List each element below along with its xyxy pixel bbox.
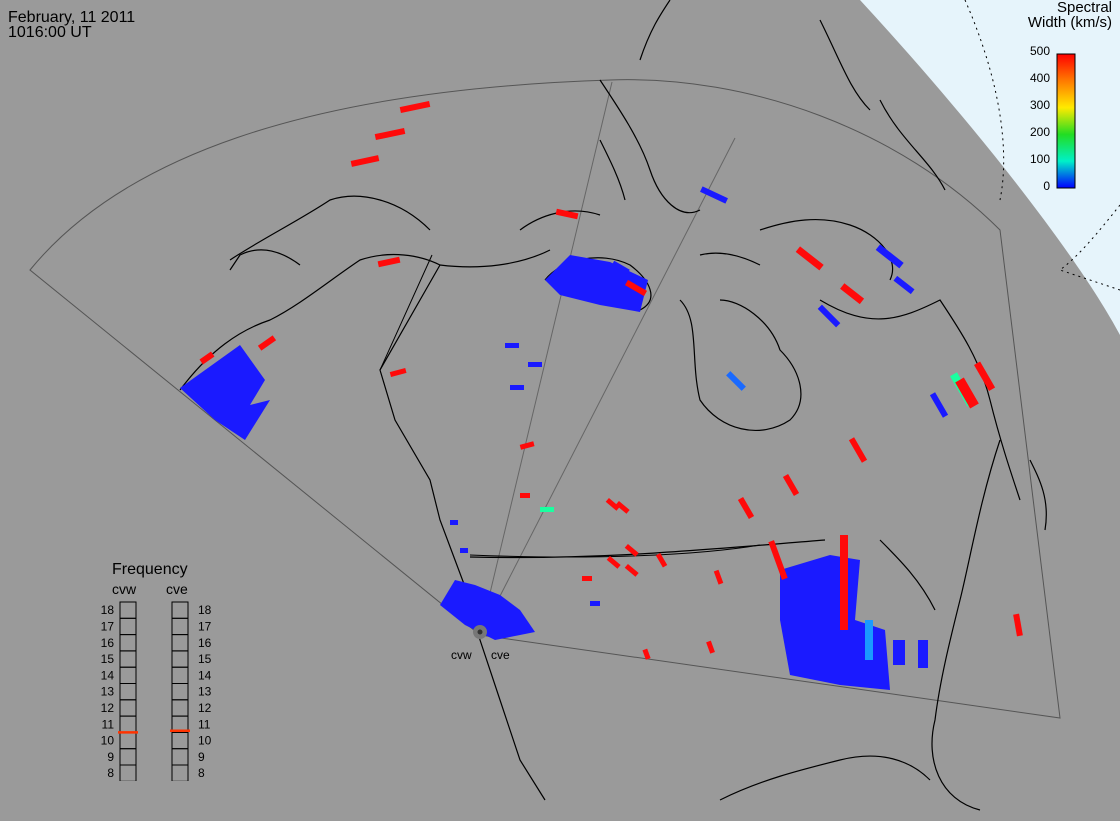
colorbar-title: Spectral Width (km/s) (1028, 0, 1112, 30)
backscatter-scattered (350, 100, 1023, 660)
frequency-scale-label: 9 (198, 750, 205, 764)
frequency-cell-cvw (119, 601, 137, 619)
political-borders (379, 254, 761, 558)
frequency-scale-label: 15 (101, 652, 115, 666)
frequency-scale-label: 14 (101, 668, 115, 682)
frequency-scale-label: 18 (198, 603, 212, 617)
frequency-cell-cvw (119, 764, 137, 781)
frequency-scale-label: 18 (101, 603, 115, 617)
frequency-cell-cve (171, 617, 189, 636)
date-label: February, 11 2011 (8, 9, 136, 26)
frequency-scale-label: 12 (198, 701, 212, 715)
frequency-panel: 18 18 17 17 16 16 15 15 14 14 13 13 12 12 11 11 10 10 9 9 8 8 (101, 601, 212, 781)
colorbar-title-line1: Spectral (1056, 0, 1112, 16)
timestamp-block: February, 11 2011 1016:00 UT (8, 9, 136, 41)
frequency-cve-label: cve (166, 581, 188, 597)
frequency-scale-label: 11 (102, 717, 115, 731)
frequency-scale-label: 13 (198, 685, 212, 699)
frequency-scale-label: 17 (198, 619, 212, 633)
frequency-scale-label: 15 (198, 652, 212, 666)
frequency-scale-label: 16 (198, 636, 212, 650)
frequency-cell-cve (171, 650, 189, 668)
frequency-cell-cve (171, 601, 189, 619)
time-label: 1016:00 UT (8, 24, 92, 41)
colorbar-tick-200: 200 (1029, 125, 1050, 139)
frequency-cell-cvw (119, 699, 137, 717)
polar-region (860, 0, 1120, 335)
colorbar-title-line2: Width (km/s) (1027, 14, 1112, 31)
colorbar-tick-0: 0 (1043, 179, 1050, 193)
frequency-cell-cve (171, 699, 189, 717)
frequency-cell-cve (171, 764, 189, 781)
frequency-title: Frequency (112, 561, 188, 578)
frequency-scale-label: 10 (101, 734, 115, 748)
coastlines (179, 0, 1047, 811)
frequency-cell-cve (171, 748, 189, 766)
colorbar-tick-100: 100 (1029, 152, 1050, 166)
frequency-cell-cvw (119, 715, 137, 733)
frequency-cell-cvw (119, 634, 137, 652)
frequency-scale-label: 8 (198, 766, 205, 780)
backscatter-arctic (545, 255, 648, 312)
polar-dotted-arc (964, 0, 1005, 201)
frequency-cell-cve (171, 634, 189, 652)
frequency-cell-cve (171, 731, 189, 750)
frequency-scale-label: 11 (198, 717, 211, 731)
frequency-cell-cvw (119, 666, 137, 684)
frequency-scale-label: 8 (107, 766, 114, 780)
colorbar (1056, 53, 1076, 189)
radar-label-cve: cve (491, 648, 510, 662)
frequency-cell-cvw (119, 731, 137, 750)
frequency-cell-cvw (119, 748, 137, 766)
frequency-scale-label: 16 (101, 636, 115, 650)
fov-beam-boundary-2 (479, 137, 736, 636)
colorbar-tick-400: 400 (1029, 71, 1050, 85)
frequency-cell-cve (171, 666, 189, 684)
fov-beam-boundary-1 (479, 81, 613, 636)
fov-inner-arc (469, 539, 826, 559)
frequency-scale-label: 10 (198, 734, 212, 748)
frequency-scale-label: 17 (101, 619, 115, 633)
radar-label-cvw: cvw (451, 648, 472, 662)
frequency-cell-cve (171, 683, 189, 701)
frequency-scale-label: 14 (198, 668, 212, 682)
backscatter-radar-near (440, 580, 535, 640)
frequency-scale-label: 9 (107, 750, 114, 764)
backscatter-alaska (180, 335, 277, 440)
frequency-scale-label: 12 (101, 701, 115, 715)
colorbar-tick-300: 300 (1029, 98, 1050, 112)
frequency-cell-cvw (119, 617, 137, 636)
fov-outline (29, 79, 1061, 719)
frequency-cell-cvw (119, 683, 137, 701)
frequency-cell-cvw (119, 650, 137, 668)
backscatter-great-lakes (768, 535, 928, 690)
colorbar-tick-500: 500 (1029, 44, 1050, 58)
frequency-scale-label: 13 (101, 685, 115, 699)
frequency-cvw-label: cvw (112, 581, 137, 597)
